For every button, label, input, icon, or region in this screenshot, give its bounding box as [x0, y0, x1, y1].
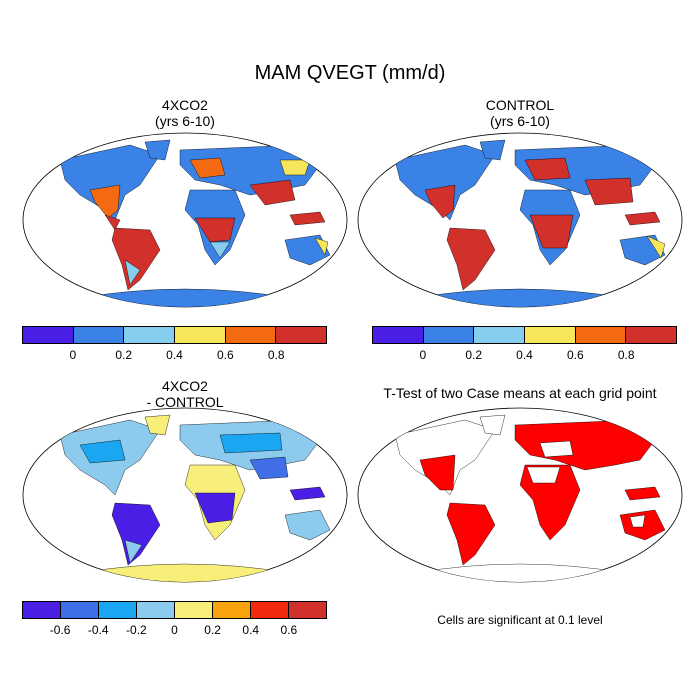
significance-note: Cells are significant at 0.1 level — [437, 613, 603, 627]
panel-title-ttest: T-Test of two Case means at each grid po… — [355, 385, 685, 401]
colorbar-top-right-swatch — [626, 327, 677, 343]
colorbar-top-right-swatch — [423, 327, 475, 343]
colorbar-top-left-tick-label: 0.8 — [267, 348, 285, 362]
panel-title-line1: 4XCO2 — [162, 97, 208, 113]
colorbar-top-right — [372, 326, 677, 344]
map-4xco2 — [22, 132, 348, 308]
panel-title-4xco2: 4XCO2 (yrs 6-10) — [20, 97, 350, 129]
map-control — [357, 132, 683, 308]
colorbar-top-right-tick-label: 0.8 — [617, 348, 635, 362]
map-difference — [22, 407, 348, 583]
colorbar-top-right-tick-label: 0.4 — [516, 348, 533, 362]
panel-title-line2: - CONTROL — [146, 394, 224, 410]
colorbar-bottom-left-tick-label: -0.4 — [87, 623, 109, 637]
colorbar-top-right-swatch — [575, 327, 627, 343]
colorbar-top-left-ticks: 0 0.2 0.4 0.6 0.8 — [22, 348, 327, 364]
panel-title-control: CONTROL (yrs 6-10) — [355, 97, 685, 129]
panel-title-difference: 4XCO2 - CONTROL — [20, 378, 350, 410]
colorbar-top-right-swatch — [373, 327, 424, 343]
colorbar-top-left-swatch — [23, 327, 74, 343]
colorbar-bottom-left — [22, 601, 327, 619]
panel-title-line1: 4XCO2 — [162, 378, 208, 394]
main-title: MAM QVEGT (mm/d) — [254, 62, 446, 84]
colorbar-top-right-tick-label: 0.6 — [566, 348, 584, 362]
colorbar-top-right-tick-label: 0.2 — [465, 348, 482, 362]
colorbar-top-left-tick-label: 0.6 — [216, 348, 234, 362]
colorbar-bottom-left-swatch — [175, 602, 213, 618]
colorbar-top-left-tick-label: 0.4 — [166, 348, 183, 362]
colorbar-top-left-swatch — [73, 327, 125, 343]
colorbar-top-right-swatch — [525, 327, 576, 343]
colorbar-bottom-left-tick-label: 0.6 — [280, 623, 298, 637]
panel-title-line1: CONTROL — [485, 97, 555, 113]
colorbar-bottom-left-swatch — [213, 602, 251, 618]
map-ttest — [357, 407, 683, 583]
colorbar-bottom-left-swatch — [137, 602, 175, 618]
colorbar-bottom-left-tick-label: -0.2 — [126, 623, 147, 637]
colorbar-top-right-tick-label: 0 — [419, 348, 427, 362]
panel-title-line1: T-Test of two Case means at each grid po… — [383, 385, 657, 401]
colorbar-top-left — [22, 326, 327, 344]
colorbar-bottom-left-swatch — [61, 602, 99, 618]
colorbar-top-left-swatch — [225, 327, 277, 343]
colorbar-bottom-left-tick-label: 0.2 — [204, 623, 221, 637]
colorbar-top-right-ticks: 0 0.2 0.4 0.6 0.8 — [372, 348, 677, 364]
panel-title-line2: (yrs 6-10) — [155, 113, 215, 129]
colorbar-top-left-swatch — [276, 327, 327, 343]
panel-title-line2: (yrs 6-10) — [490, 113, 550, 129]
colorbar-top-left-tick-label: 0.2 — [115, 348, 132, 362]
colorbar-bottom-left-swatch — [289, 602, 326, 618]
colorbar-top-left-tick-label: 0 — [69, 348, 77, 362]
colorbar-bottom-left-swatch — [251, 602, 289, 618]
colorbar-top-right-swatch — [474, 327, 526, 343]
colorbar-top-left-swatch — [124, 327, 176, 343]
colorbar-bottom-left-ticks: -0.6 -0.4 -0.2 0 0.2 0.4 0.6 — [22, 623, 327, 639]
colorbar-bottom-left-swatch — [23, 602, 61, 618]
colorbar-bottom-left-swatch — [99, 602, 137, 618]
colorbar-bottom-left-tick-label: 0.4 — [242, 623, 260, 637]
colorbar-top-left-swatch — [175, 327, 226, 343]
colorbar-bottom-left-tick-label: -0.6 — [49, 623, 71, 637]
colorbar-bottom-left-tick-label: 0 — [171, 623, 178, 637]
